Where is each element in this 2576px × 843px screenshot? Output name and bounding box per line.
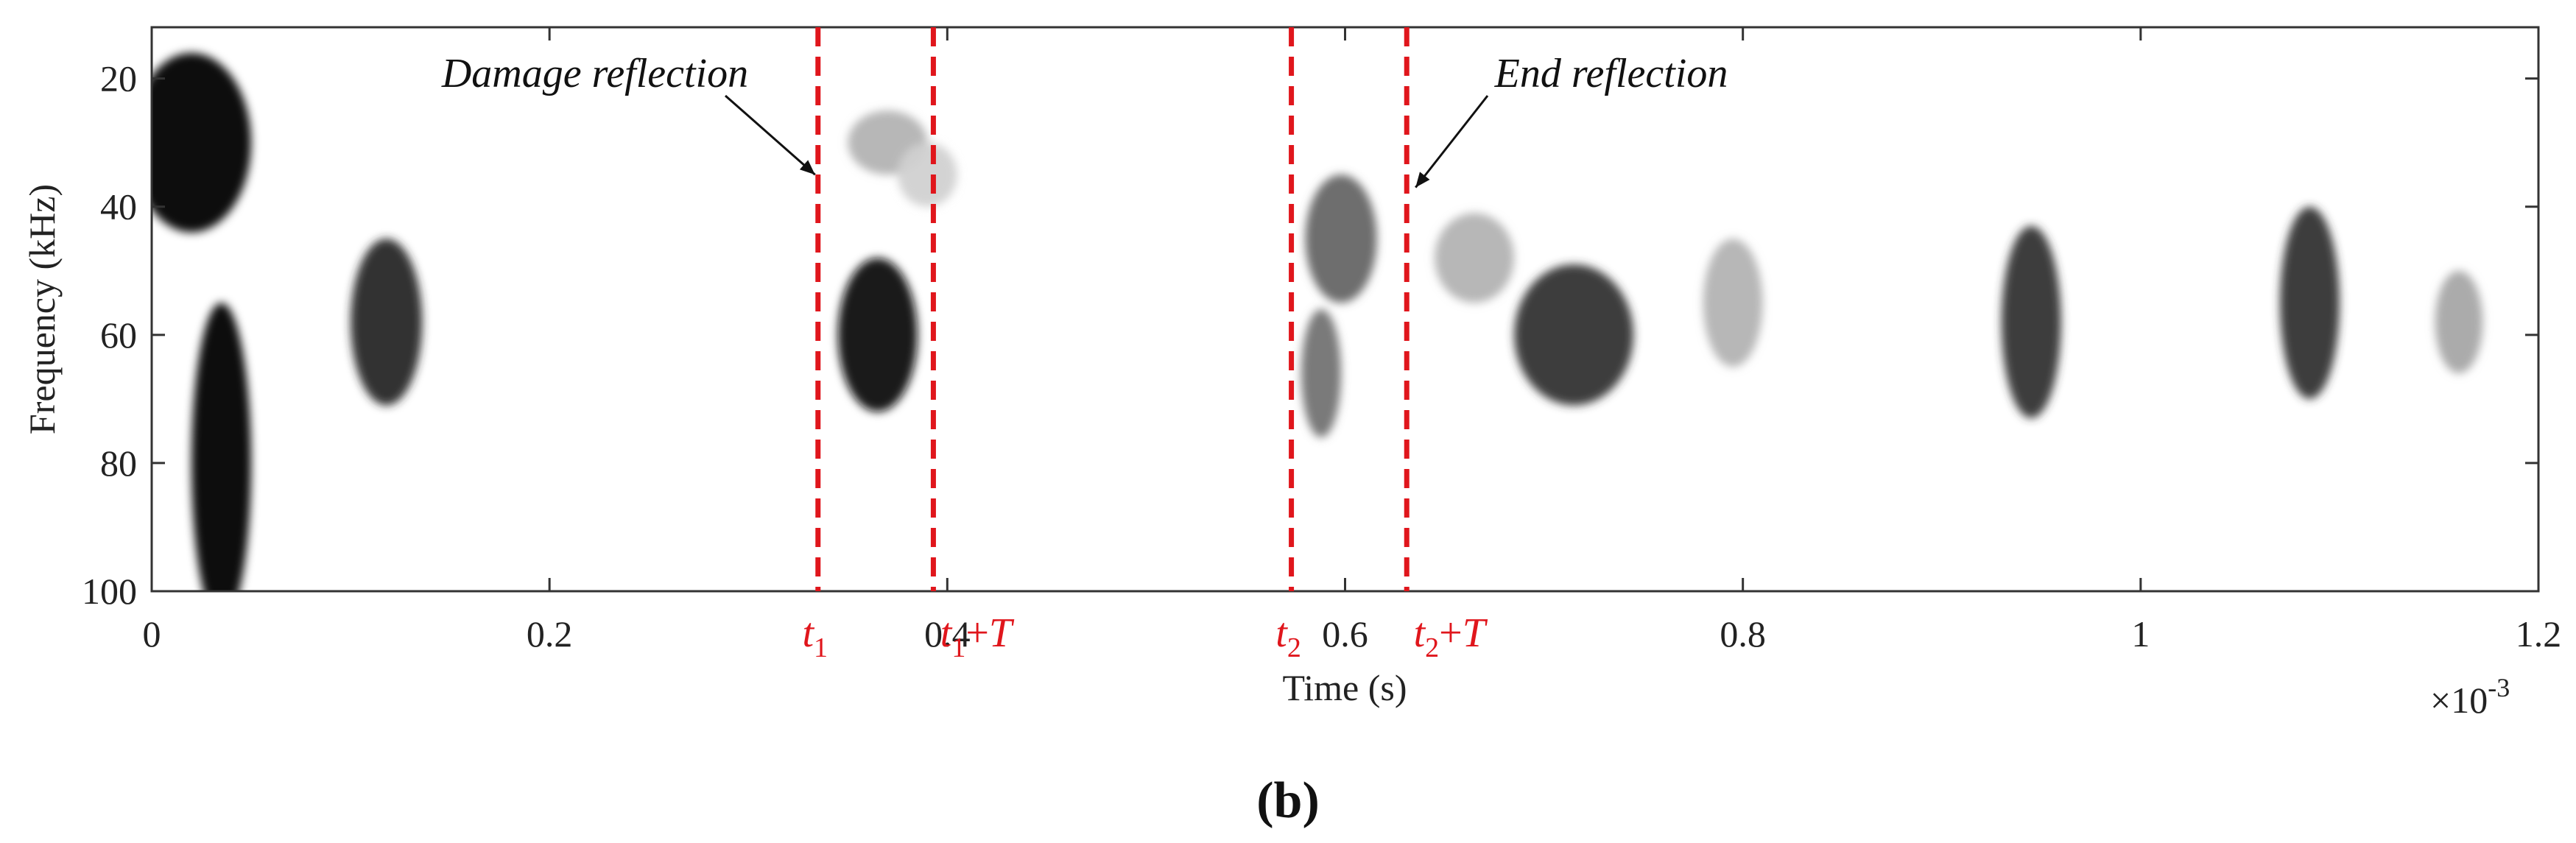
energy-blob xyxy=(1301,309,1342,438)
spectrogram-heatmap xyxy=(152,27,2538,591)
y-tick-label: 100 xyxy=(82,571,137,612)
energy-blob xyxy=(351,239,423,406)
annotations: Damage reflection End reflection xyxy=(441,51,1728,188)
energy-blob xyxy=(152,52,252,233)
x-axis-label: Time (s) xyxy=(1282,667,1407,708)
energy-blob xyxy=(2435,270,2483,374)
energy-blob xyxy=(897,142,957,207)
energy-blob xyxy=(1703,239,1763,367)
annotation-arrowhead xyxy=(799,160,815,175)
figure-caption: (b) xyxy=(1256,772,1320,829)
x-tick-label: 0 xyxy=(143,613,161,655)
x-tick-label: 0.6 xyxy=(1322,613,1368,655)
time-markers: t1 t1+T t2 t2+T xyxy=(802,27,1488,663)
x-tick-label: 1.2 xyxy=(2516,613,2562,655)
energy-blobs xyxy=(152,52,2483,591)
x-multiplier-exponent: -3 xyxy=(2488,673,2510,702)
time-marker-label: t2+T xyxy=(1414,610,1488,663)
plot-background xyxy=(152,27,2538,591)
y-tick-label: 60 xyxy=(100,314,137,356)
energy-blob xyxy=(1514,264,1634,406)
x-multiplier: ×10-3 xyxy=(2430,673,2510,721)
axis-ticks: 0 0.2 0.4 0.6 0.8 1 1.2 20 40 60 80 100 xyxy=(82,27,2561,655)
annotation-text: Damage reflection xyxy=(441,51,748,96)
annotation-text: End reflection xyxy=(1494,51,1728,96)
time-marker-label: t2 xyxy=(1275,610,1301,663)
annotation-arrow xyxy=(1415,95,1489,188)
annotation-arrowhead xyxy=(1415,172,1430,188)
time-marker-label: t1 xyxy=(802,610,828,663)
annotation-arrow xyxy=(725,94,816,176)
energy-blob xyxy=(1305,174,1377,303)
y-tick-label: 20 xyxy=(100,58,137,99)
x-tick-label: 0.8 xyxy=(1720,613,1766,655)
y-axis-label: Frequency (kHz) xyxy=(21,184,63,434)
x-tick-label: 0.2 xyxy=(527,613,573,655)
energy-blob xyxy=(1435,213,1515,303)
energy-blob xyxy=(2001,225,2061,418)
y-tick-label: 40 xyxy=(100,186,137,227)
energy-blob xyxy=(191,303,252,591)
y-tick-label: 80 xyxy=(100,442,137,484)
x-tick-label: 0.4 xyxy=(924,613,971,655)
x-tick-label: 1 xyxy=(2131,613,2150,655)
time-marker-label: t1+T xyxy=(940,610,1015,663)
x-multiplier-base: ×10 xyxy=(2430,680,2488,721)
energy-blob xyxy=(2279,206,2340,399)
energy-blob xyxy=(837,258,918,412)
